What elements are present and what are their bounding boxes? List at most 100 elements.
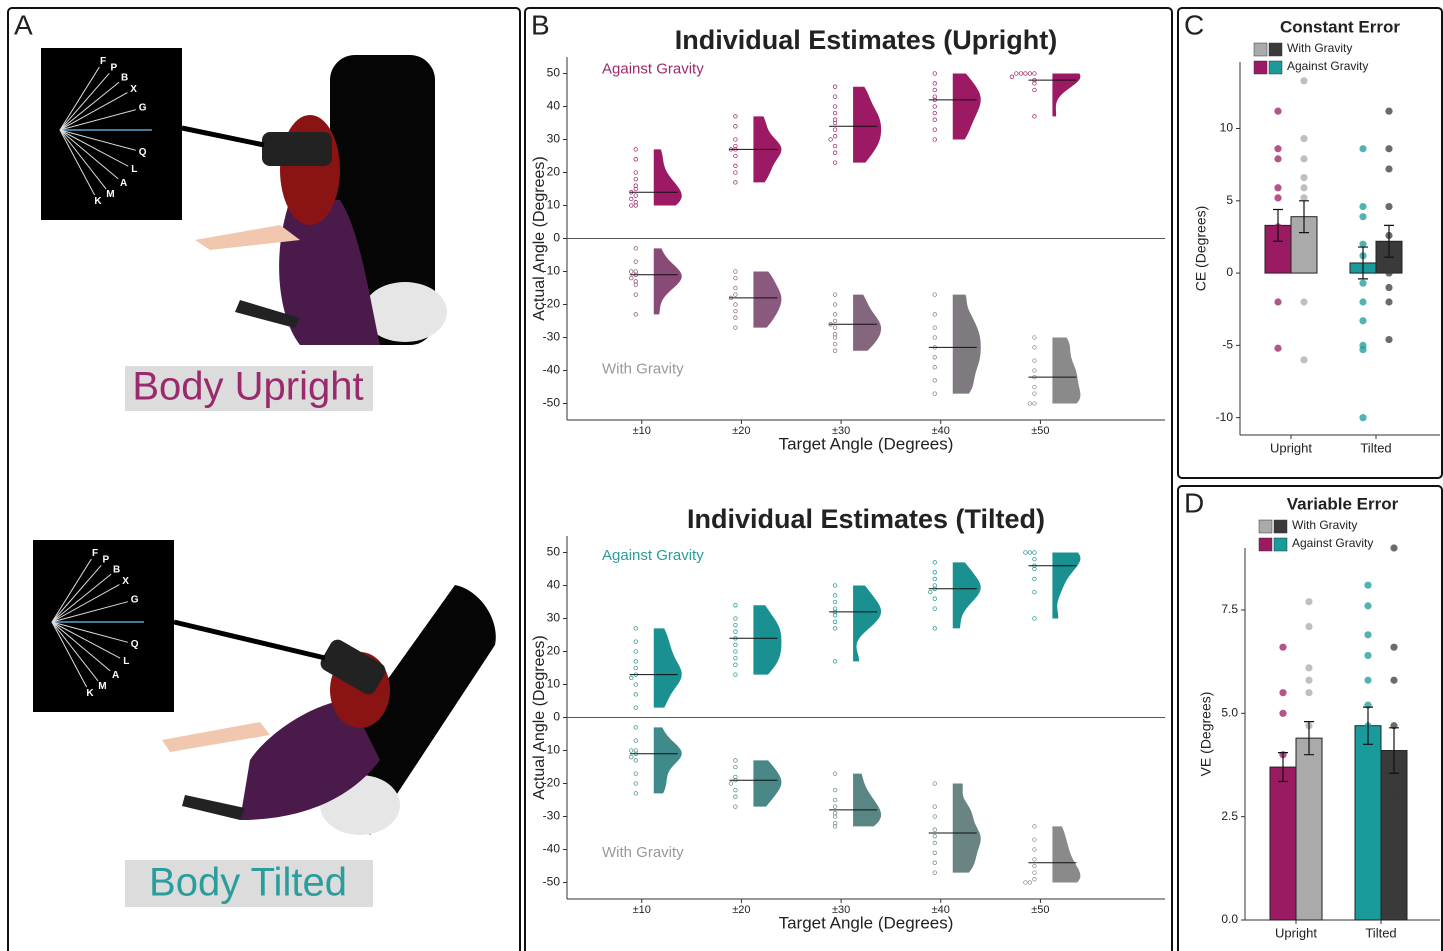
point [833, 594, 837, 598]
x-tick-label: ±30 [832, 904, 850, 916]
point [734, 805, 738, 809]
point [1033, 88, 1037, 92]
point [734, 276, 738, 280]
point [1033, 359, 1037, 363]
point [1028, 72, 1032, 76]
point [634, 782, 638, 786]
point [1274, 145, 1281, 152]
target-letter: Q [139, 147, 147, 158]
point [1033, 825, 1037, 829]
point [734, 309, 738, 313]
point [734, 286, 738, 290]
y-tick-label: 20 [547, 644, 561, 658]
point [1033, 848, 1037, 852]
y-tick-label: 0.0 [1221, 912, 1238, 926]
point [933, 627, 937, 631]
x-axis-label: Target Angle (Degrees) [779, 434, 954, 453]
point [1028, 551, 1032, 555]
point [1385, 203, 1392, 210]
point [734, 788, 738, 792]
chart-title: Constant Error [1280, 17, 1400, 36]
point [634, 247, 638, 251]
x-tick-label: ±10 [633, 904, 651, 916]
y-axis-label: VE (Degrees) [1198, 692, 1214, 777]
point [1279, 801, 1286, 808]
point [1364, 602, 1371, 609]
point [1033, 557, 1037, 561]
point [734, 617, 738, 621]
y-tick-label: 40 [547, 578, 561, 592]
point [734, 326, 738, 330]
point [1364, 677, 1371, 684]
point [1364, 631, 1371, 638]
point [833, 788, 837, 792]
point [1279, 689, 1286, 696]
illustration-upright: Body Upright [41, 48, 447, 411]
x-tick-label: ±10 [633, 425, 651, 437]
point [634, 177, 638, 181]
series-label: Against Gravity [602, 61, 704, 78]
point [1279, 854, 1286, 861]
point [833, 144, 837, 148]
point [629, 270, 633, 274]
point [933, 392, 937, 396]
point [734, 138, 738, 142]
point [734, 765, 738, 769]
point [734, 663, 738, 667]
point [734, 623, 738, 627]
x-tick-label: ±30 [832, 425, 850, 437]
legend-swatch [1254, 43, 1267, 56]
violin [654, 149, 682, 205]
x-tick-label: ±50 [1031, 425, 1049, 437]
point [1274, 108, 1281, 115]
violin [853, 87, 881, 163]
point [1359, 280, 1366, 287]
point [1033, 115, 1037, 119]
panel-label: C [1184, 9, 1204, 40]
point [1390, 644, 1397, 651]
point [1305, 623, 1312, 630]
y-tick-label: 5.0 [1221, 706, 1238, 720]
point [634, 660, 638, 664]
violin [953, 295, 981, 394]
point [933, 805, 937, 809]
point [833, 95, 837, 99]
bar [1296, 738, 1322, 920]
point [734, 164, 738, 168]
target-letter: A [112, 670, 119, 681]
point [734, 303, 738, 307]
violin [753, 605, 781, 674]
legend-swatch [1274, 520, 1287, 533]
point [1305, 677, 1312, 684]
point [1033, 838, 1037, 842]
y-tick-label: -30 [543, 330, 561, 344]
point [833, 151, 837, 155]
point [833, 600, 837, 604]
point [1015, 72, 1019, 76]
point [1300, 298, 1307, 305]
point [933, 293, 937, 297]
target-letter: B [113, 564, 120, 575]
point [1390, 677, 1397, 684]
target-letter: G [131, 595, 139, 606]
point [1033, 385, 1037, 389]
point [933, 88, 937, 92]
target-letter: A [120, 178, 127, 189]
point [933, 835, 937, 839]
target-letter: K [94, 196, 102, 207]
violin [1052, 553, 1080, 619]
point [634, 650, 638, 654]
point [833, 303, 837, 307]
point [1359, 203, 1366, 210]
point [933, 356, 937, 360]
legend-label: Against Gravity [1292, 536, 1373, 550]
point [1305, 689, 1312, 696]
point [734, 115, 738, 119]
legend-label: With Gravity [1287, 41, 1352, 55]
x-tick-label: Upright [1275, 925, 1317, 940]
point [1385, 108, 1392, 115]
point [933, 861, 937, 865]
point [1033, 402, 1037, 406]
point [1300, 262, 1307, 269]
point [734, 181, 738, 185]
